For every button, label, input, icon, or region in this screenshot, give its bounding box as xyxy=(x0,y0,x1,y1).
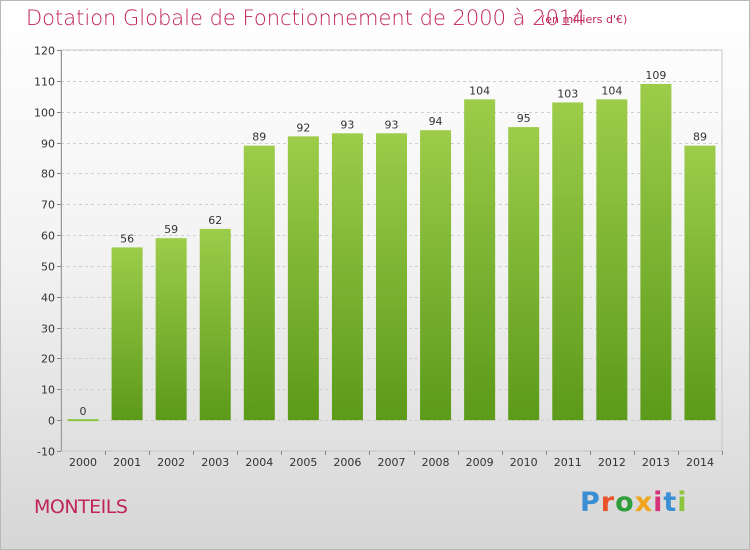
y-tick-label: 90 xyxy=(41,138,55,151)
chart-subtitle: (en milliers d'€) xyxy=(541,13,628,26)
value-label-2006: 93 xyxy=(340,118,354,131)
value-label-2001: 56 xyxy=(120,232,134,245)
x-tick-label-2001: 2001 xyxy=(113,456,141,469)
y-tick-label: 30 xyxy=(41,323,55,336)
value-label-2010: 95 xyxy=(517,112,531,125)
x-tick-label-2009: 2009 xyxy=(466,456,494,469)
value-label-2004: 89 xyxy=(252,131,266,144)
bar-2000 xyxy=(67,419,99,422)
bar-2009 xyxy=(464,99,496,421)
bar-2012 xyxy=(596,99,628,421)
logo-letter: i xyxy=(653,487,664,518)
value-label-2009: 104 xyxy=(469,84,490,97)
value-label-2014: 89 xyxy=(693,131,707,144)
x-tick-label-2008: 2008 xyxy=(422,456,450,469)
logo-letter: i xyxy=(677,487,688,518)
logo-letter: P xyxy=(580,487,601,518)
x-tick-label-2006: 2006 xyxy=(333,456,361,469)
logo-letter: r xyxy=(600,487,616,518)
y-tick-label: 80 xyxy=(41,168,55,181)
bar-2005 xyxy=(287,136,319,421)
bar-2008 xyxy=(420,130,452,421)
bar-2010 xyxy=(508,127,540,421)
value-label-2003: 62 xyxy=(208,214,222,227)
bar-2014 xyxy=(684,145,716,421)
x-tick-label-2011: 2011 xyxy=(554,456,582,469)
bar-2007 xyxy=(376,133,407,421)
x-tick-label-2010: 2010 xyxy=(510,456,538,469)
x-tick-label-2013: 2013 xyxy=(642,456,670,469)
bar-2011 xyxy=(552,102,584,421)
x-tick-label-2002: 2002 xyxy=(157,456,185,469)
y-tick-label: -10 xyxy=(37,446,55,459)
value-label-2002: 59 xyxy=(164,223,178,236)
value-label-2011: 103 xyxy=(557,87,578,100)
y-tick-label: 40 xyxy=(41,292,55,305)
x-tick-label-2004: 2004 xyxy=(245,456,273,469)
x-tick-label-2014: 2014 xyxy=(686,456,714,469)
commune-name: MONTEILS xyxy=(34,496,128,518)
x-tick-label-2003: 2003 xyxy=(201,456,229,469)
y-tick-label: 10 xyxy=(41,384,55,397)
y-tick-label: 120 xyxy=(34,45,55,58)
bar-2006 xyxy=(331,133,363,421)
y-tick-label: 60 xyxy=(41,230,55,243)
logo-letter: t xyxy=(663,487,678,518)
value-label-2000: 0 xyxy=(80,405,87,418)
y-tick-label: 0 xyxy=(48,415,55,428)
value-label-2013: 109 xyxy=(645,69,666,82)
chart-title: Dotation Globale de Fonctionnement de 20… xyxy=(26,6,586,30)
y-tick-label: 20 xyxy=(41,353,55,366)
y-tick-label: 110 xyxy=(34,76,55,89)
value-label-2008: 94 xyxy=(429,115,443,128)
y-tick-label: 50 xyxy=(41,261,55,274)
value-label-2007: 93 xyxy=(385,118,399,131)
x-tick-label-2012: 2012 xyxy=(598,456,626,469)
bar-2001 xyxy=(111,247,143,421)
value-label-2012: 104 xyxy=(601,84,622,97)
proxiti-logo[interactable]: Proxiti xyxy=(580,487,688,518)
x-tick-label-2005: 2005 xyxy=(289,456,317,469)
y-tick-label: 100 xyxy=(34,107,55,120)
x-tick-label-2000: 2000 xyxy=(69,456,97,469)
logo-letter: x xyxy=(634,487,654,518)
x-tick-label-2007: 2007 xyxy=(378,456,406,469)
logo-letter: o xyxy=(615,487,635,518)
y-tick-label: 70 xyxy=(41,199,55,212)
bar-2004 xyxy=(243,145,275,421)
bar-2003 xyxy=(199,228,231,421)
bar-2002 xyxy=(155,238,187,421)
bar-2013 xyxy=(640,83,672,421)
value-label-2005: 92 xyxy=(296,121,310,134)
